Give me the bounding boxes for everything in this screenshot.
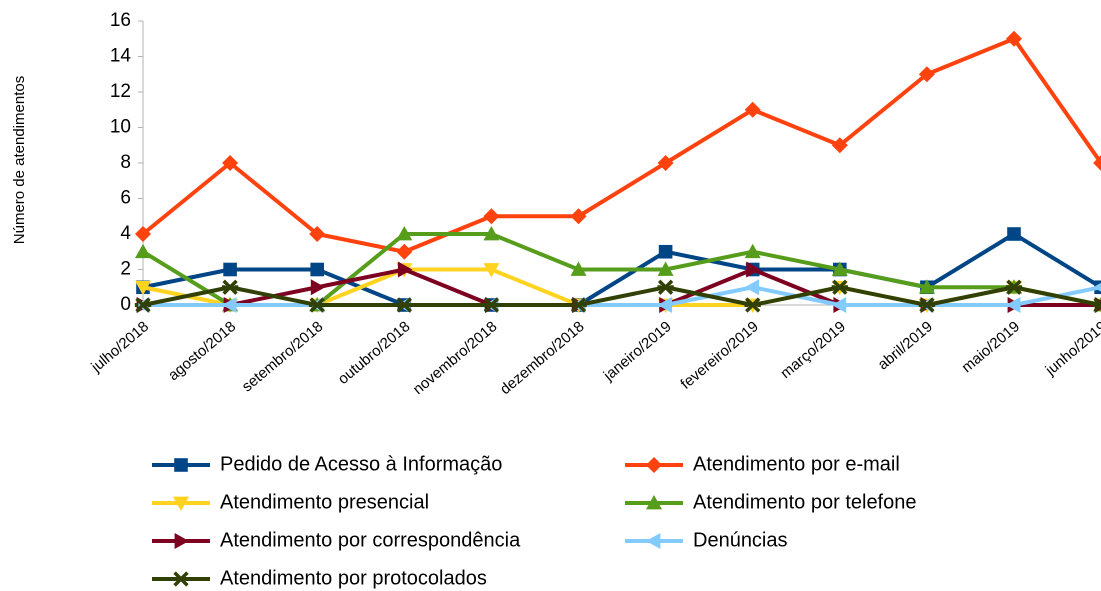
- marker: [658, 244, 673, 259]
- y-tick-label: 14: [110, 46, 132, 67]
- legend-label: Atendimento por telefone: [693, 491, 917, 513]
- y-tick-label: 4: [120, 223, 131, 244]
- marker: [1007, 227, 1021, 241]
- marker: [1093, 155, 1101, 171]
- marker: [173, 496, 189, 511]
- marker: [831, 297, 847, 313]
- marker: [483, 226, 500, 241]
- x-tick-label: fevereiro/2019: [677, 318, 761, 393]
- marker: [646, 533, 661, 549]
- marker: [744, 243, 761, 259]
- x-tick-label: janeiro/2019: [600, 318, 675, 385]
- marker: [134, 297, 152, 313]
- x-tick-label: março/2019: [777, 318, 849, 382]
- marker: [174, 533, 189, 549]
- marker: [135, 226, 151, 242]
- y-tick-label: 6: [120, 188, 131, 209]
- marker: [397, 261, 413, 278]
- y-tick-label: 2: [120, 259, 131, 280]
- marker: [744, 101, 761, 118]
- marker: [1006, 30, 1022, 47]
- marker: [657, 279, 674, 295]
- marker: [483, 297, 500, 313]
- x-tick-label: novembro/2018: [410, 318, 501, 398]
- x-tick-label: outubro/2018: [335, 318, 414, 388]
- marker: [135, 280, 151, 296]
- series-line: [141, 36, 1101, 254]
- marker: [570, 261, 587, 276]
- legend-label: Atendimento por protocolados: [220, 567, 487, 589]
- marker: [222, 297, 237, 313]
- marker: [396, 297, 413, 313]
- marker: [172, 571, 190, 587]
- legend-label: Denúncias: [693, 529, 788, 551]
- marker: [221, 279, 239, 295]
- legend-label: Atendimento por e-mail: [693, 453, 900, 475]
- x-tick-label: setembro/2018: [239, 318, 327, 395]
- marker: [646, 495, 662, 510]
- marker: [646, 457, 662, 473]
- marker: [135, 243, 151, 259]
- y-tick-label: 0: [120, 294, 131, 315]
- x-tick-label: dezembro/2018: [497, 318, 588, 398]
- series-line: [142, 232, 1101, 307]
- marker: [657, 261, 674, 276]
- marker: [310, 279, 326, 296]
- marker: [657, 297, 672, 313]
- x-tick-label: junho/2019: [1042, 318, 1101, 379]
- marker: [831, 261, 848, 276]
- legend-label: Atendimento presencial: [220, 491, 429, 513]
- x-tick-label: maio/2019: [959, 318, 1024, 376]
- y-tick-label: 12: [110, 81, 131, 102]
- marker: [831, 279, 848, 295]
- marker: [396, 243, 413, 260]
- marker: [918, 297, 936, 313]
- marker: [570, 208, 587, 225]
- y-axis-label: Número de atendimentos: [11, 76, 28, 244]
- marker: [223, 262, 237, 277]
- marker: [309, 297, 326, 313]
- legend-label: Pedido de Acesso à Informação: [220, 453, 502, 475]
- marker: [746, 261, 761, 278]
- marker: [396, 226, 413, 241]
- marker: [483, 263, 500, 278]
- marker: [831, 137, 848, 154]
- marker: [1005, 279, 1023, 295]
- marker: [1093, 282, 1101, 292]
- marker: [744, 279, 760, 296]
- marker: [657, 155, 674, 171]
- x-tick-label: agosto/2018: [165, 318, 239, 384]
- y-tick-label: 16: [110, 10, 131, 31]
- legend-label: Atendimento por correspondência: [220, 529, 521, 551]
- y-tick-label: 8: [120, 152, 131, 173]
- series-line: [143, 285, 1101, 307]
- marker: [310, 262, 324, 277]
- marker: [918, 279, 935, 294]
- marker: [570, 297, 587, 313]
- marker: [222, 155, 239, 171]
- marker: [174, 458, 188, 472]
- x-tick-label: abril/2019: [875, 318, 936, 373]
- marker: [309, 226, 326, 242]
- x-tick-label: julho/2018: [87, 318, 152, 376]
- series-line: [142, 285, 1101, 307]
- marker: [918, 66, 935, 83]
- marker: [483, 208, 500, 225]
- y-tick-label: 10: [110, 117, 131, 138]
- marker: [744, 297, 761, 313]
- marker: [1006, 297, 1021, 313]
